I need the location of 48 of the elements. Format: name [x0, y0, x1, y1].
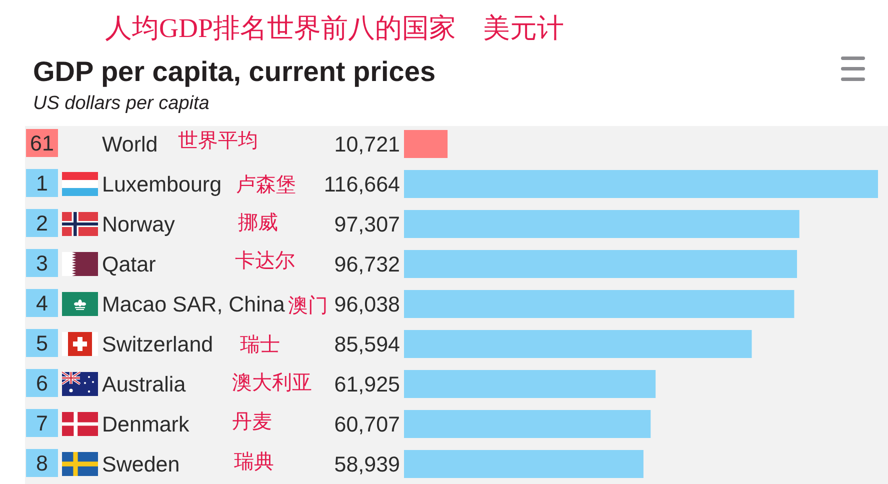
- bar: [404, 130, 448, 158]
- text: US dollars per capita: [33, 93, 210, 114]
- text: 世界平均: [178, 130, 258, 152]
- y-tick-label: Macao SAR, China: [102, 292, 285, 317]
- data-label: 10,721: [334, 132, 400, 157]
- y-tick-label: Australia: [102, 372, 186, 397]
- text: 丹麦: [232, 411, 272, 433]
- text: 人均GDP排名世界前八的国家 美元计: [105, 13, 564, 43]
- bar: [404, 210, 800, 238]
- text: 8: [36, 452, 48, 476]
- data-label: 96,038: [334, 292, 400, 317]
- text: 7: [36, 412, 48, 436]
- text: 6: [36, 372, 48, 396]
- data-label: 116,664: [324, 172, 400, 197]
- data-label: 58,939: [334, 452, 400, 477]
- bar: [404, 170, 878, 198]
- text: 卢森堡: [236, 174, 296, 196]
- y-tick-label: Qatar: [102, 252, 156, 277]
- text: 4: [36, 292, 48, 316]
- text: 挪威: [238, 212, 278, 234]
- y-tick-label: Switzerland: [102, 332, 214, 357]
- y-tick-label: Denmark: [102, 412, 190, 437]
- data-label: 97,307: [334, 212, 400, 237]
- bar: [404, 250, 798, 278]
- text: 澳大利亚: [232, 372, 312, 394]
- text: 瑞典: [234, 451, 274, 473]
- text: 3: [36, 252, 48, 276]
- data-label: 60,707: [334, 412, 400, 437]
- y-tick-label: Sweden: [102, 452, 180, 477]
- y-tick-label: Luxembourg: [102, 172, 222, 197]
- bar: [404, 290, 794, 318]
- y-tick-label: Norway: [102, 212, 176, 237]
- data-label: 96,732: [334, 252, 400, 277]
- text: 61: [30, 132, 54, 156]
- text: 5: [36, 332, 48, 356]
- y-tick-label: World: [102, 132, 158, 157]
- data-label: 61,925: [334, 372, 400, 397]
- bar: [404, 370, 656, 398]
- text: 2: [36, 212, 48, 236]
- bar: [404, 330, 752, 358]
- data-label: 85,594: [334, 332, 400, 357]
- text: 澳门: [288, 295, 328, 317]
- text: 卡达尔: [235, 250, 295, 272]
- chart-title: GDP per capita, current prices: [33, 56, 436, 87]
- text: 瑞士: [240, 334, 280, 356]
- bar: [404, 410, 651, 438]
- text: 1: [36, 172, 48, 196]
- bar: [404, 450, 644, 478]
